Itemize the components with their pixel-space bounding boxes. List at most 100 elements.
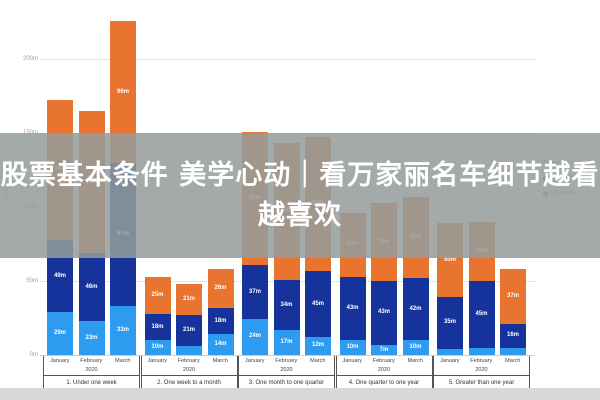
bar-value-label: 23m xyxy=(85,334,98,341)
bar-segment-light: 33m xyxy=(110,306,136,355)
month-label: March xyxy=(115,358,131,364)
month-label: February xyxy=(470,358,493,364)
headline-text-line2: 越喜欢 xyxy=(258,199,342,231)
bar-segment-light: 17m xyxy=(273,329,300,355)
bar-segment-dark: 45m xyxy=(305,270,331,338)
bar-segment-light: 29m xyxy=(47,312,73,355)
month-label: March xyxy=(407,358,423,364)
bar-value-label: 7m xyxy=(379,346,389,353)
y-tick-label: 50m xyxy=(26,278,38,284)
year-label: 2020 xyxy=(85,367,98,373)
bar-value-label: 18m xyxy=(151,323,164,330)
bar-value-label: 45m xyxy=(311,300,324,307)
month-label: February xyxy=(177,358,200,364)
bar-segment-orange: 37m xyxy=(500,269,526,324)
bar-segment-light xyxy=(176,346,202,355)
bar-segment-dark: 43m xyxy=(339,276,366,341)
bar-segment-light: 24m xyxy=(242,319,268,355)
bar-segment-dark: 16m xyxy=(500,323,526,348)
bottom-gray-band xyxy=(0,388,600,400)
y-tick-label: 200m xyxy=(22,56,38,62)
year-label: 2020 xyxy=(377,367,391,373)
month-label: February xyxy=(80,358,103,364)
group-title-label: 5. Greater than one year xyxy=(434,375,529,390)
bar-segment-light xyxy=(500,347,526,355)
month-row: January February March xyxy=(142,356,237,366)
bar-value-label: 49m xyxy=(53,272,66,279)
bar-value-label: 37m xyxy=(506,293,519,300)
bar-value-label: 34m xyxy=(280,301,293,308)
gridline xyxy=(40,59,535,60)
bar-value-label: 29m xyxy=(53,330,66,337)
month-label: March xyxy=(505,358,521,364)
bar-value-label: 12m xyxy=(311,342,324,349)
bar-segment-dark: 46m xyxy=(78,252,105,321)
bar-segment-dark: 43m xyxy=(371,281,397,345)
month-label: March xyxy=(212,358,228,364)
month-row: January February March xyxy=(337,356,432,366)
bar-value-label: 26m xyxy=(214,285,227,292)
headline-overlay-banner: 股票基本条件 美学心动｜看万家丽名车细节越看 越喜欢 xyxy=(0,133,600,258)
x-axis-group: January February March 2020 3. One month to … xyxy=(238,356,335,392)
bar-segment-dark: 34m xyxy=(273,279,300,330)
month-row: January February March xyxy=(239,356,334,366)
bar-value-label: 16m xyxy=(506,331,519,338)
bar-segment-dark: 45m xyxy=(468,281,495,348)
bar-segment-dark: 18m xyxy=(144,313,171,341)
bar-segment-dark: 18m xyxy=(207,307,234,335)
bar-value-label: 96m xyxy=(116,88,129,95)
bar-segment-light xyxy=(468,347,495,355)
group-title-label: 1. Under one week xyxy=(44,375,139,390)
month-label: January xyxy=(244,358,265,364)
x-axis-group: January February March 2020 2. One week to a… xyxy=(140,356,238,392)
bar-value-label: 35m xyxy=(443,319,456,326)
year-label: 2020 xyxy=(280,367,293,373)
bar-value-label: 43m xyxy=(377,309,390,315)
bar-segment-orange: 21m xyxy=(176,283,202,316)
bar-segment-dark: 37m xyxy=(242,264,268,320)
bar-value-label: 18m xyxy=(214,317,227,324)
group-title-label: 2. One week to a month xyxy=(141,375,237,390)
bar-value-label: 14m xyxy=(214,341,227,348)
year-label: 2020 xyxy=(475,367,488,373)
bar-segment-light: 14m xyxy=(207,334,234,355)
bar-segment-light: 10m xyxy=(402,340,429,355)
x-axis-group: January February March 2020 1. Under one wee… xyxy=(43,356,140,392)
bar-value-label: 10m xyxy=(409,344,422,351)
month-label: January xyxy=(342,358,363,364)
bar-segment-light: 23m xyxy=(78,320,105,355)
bar-value-label: 46m xyxy=(85,283,98,290)
bar-segment-orange: 25m xyxy=(144,276,171,314)
bar-value-label: 42m xyxy=(409,306,422,313)
bar-segment-light: 10m xyxy=(144,340,171,355)
month-label: February xyxy=(275,358,298,364)
month-row: January February March xyxy=(434,356,529,366)
gridline xyxy=(40,355,535,356)
bar-value-label: 33m xyxy=(116,327,129,334)
year-label: 2020 xyxy=(182,367,196,373)
bar-value-label: 25m xyxy=(151,291,164,298)
bar-value-label: 10m xyxy=(346,344,359,351)
month-label: January xyxy=(439,358,460,364)
headline-text-line1: 股票基本条件 美学心动｜看万家丽名车细节越看 xyxy=(0,159,600,191)
bar-segment-light xyxy=(437,349,463,355)
bar-segment-dark: 21m xyxy=(176,315,202,347)
group-title-label: 3. One month to one quarter xyxy=(239,375,334,390)
bar-value-label: 43m xyxy=(346,304,359,311)
bar-value-label: 21m xyxy=(182,295,195,302)
bar-value-label: 37m xyxy=(248,288,261,295)
group-title-label: 4. One quarter to one year xyxy=(336,375,432,390)
bar-value-label: 17m xyxy=(280,338,293,345)
month-label: January xyxy=(147,358,168,364)
bar-value-label: 50m xyxy=(443,257,456,264)
month-label: February xyxy=(372,358,395,364)
month-label: January xyxy=(49,358,70,364)
bar-segment-light: 7m xyxy=(371,344,397,355)
bar-value-label: 45m xyxy=(475,311,488,317)
bar-segment-light: 12m xyxy=(305,337,331,355)
bar-value-label: 10m xyxy=(151,344,164,351)
x-axis-group: January February March 2020 5. Greater than … xyxy=(433,356,530,392)
month-row: January February March xyxy=(44,356,139,366)
x-axis-group: January February March 2020 4. One quarter t… xyxy=(335,356,433,392)
